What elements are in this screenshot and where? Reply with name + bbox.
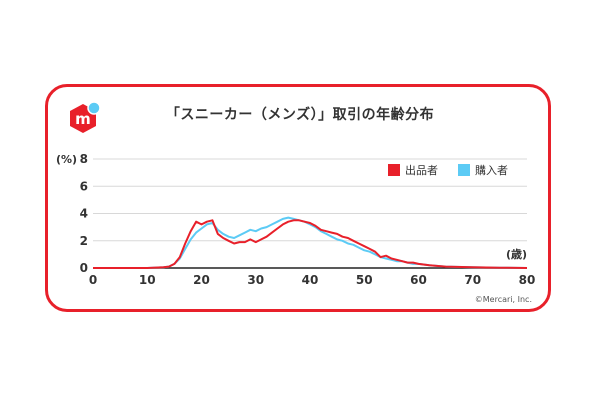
chart-title: 「スニーカー（メンズ）」取引の年齢分布 [165,107,435,123]
legend-item-seller: 出品者 [388,162,438,178]
x-tick-label: 10 [139,273,156,287]
x-tick-label: 60 [410,273,427,287]
x-axis-label: (歳) [506,247,527,261]
series-line-buyer [93,216,528,269]
svg-text:m: m [75,110,91,128]
legend-item-buyer: 購入者 [458,162,508,178]
y-tick-label: 8 [80,152,88,166]
series-line-seller [93,219,528,269]
x-tick-label: 80 [519,273,536,287]
chart-card [45,84,551,312]
x-tick-label: 20 [193,273,210,287]
y-tick-label: 6 [80,179,88,193]
x-tick-label: 70 [464,273,481,287]
y-tick-label: 4 [80,207,88,221]
mercari-logo-icon: m [70,101,101,133]
copyright: ©Mercari, Inc. [474,295,532,304]
legend-label-seller: 出品者 [405,164,438,177]
y-axis-label: (%) [56,153,77,166]
y-tick-label: 0 [80,261,88,275]
x-tick-label: 50 [356,273,373,287]
legend-swatch-seller [388,164,400,176]
legend-label-buyer: 購入者 [475,164,508,177]
legend-swatch-buyer [458,164,470,176]
y-tick-label: 2 [80,234,88,248]
x-tick-label: 30 [247,273,264,287]
x-tick-label: 0 [89,273,97,287]
x-tick-label: 40 [302,273,319,287]
